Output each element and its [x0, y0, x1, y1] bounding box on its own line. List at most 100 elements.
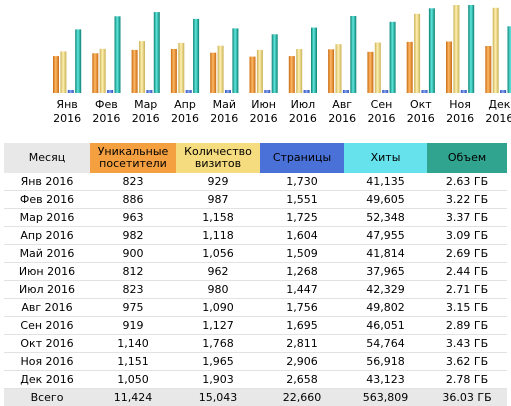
bar-unique	[328, 49, 334, 93]
cell-month: Май 2016	[4, 245, 90, 263]
bar-hits	[350, 16, 356, 93]
cell-month: Авг 2016	[4, 299, 90, 317]
cell-visits: 1,127	[176, 317, 260, 335]
x-tick-label: Авг	[332, 98, 352, 111]
bar-unique	[289, 56, 295, 93]
cell-unique: 1,140	[90, 335, 176, 353]
total-hits: 563,809	[344, 389, 427, 406]
cell-visits: 929	[176, 173, 260, 191]
x-tick-label: Апр	[174, 98, 196, 111]
x-tick-label: Июл	[291, 98, 316, 111]
x-tick-label: Янв	[56, 98, 77, 111]
x-tick-label: Мар	[134, 98, 157, 111]
cell-unique: 886	[90, 191, 176, 209]
cell-month: Янв 2016	[4, 173, 90, 191]
bar-visits	[100, 49, 106, 93]
cell-unique: 812	[90, 263, 176, 281]
cell-pages: 1,551	[260, 191, 344, 209]
cell-bandwidth: 3.22 ГБ	[427, 191, 507, 209]
x-tick-label: 2016	[132, 112, 160, 125]
bar-visits	[453, 5, 459, 93]
cell-hits: 49,802	[344, 299, 427, 317]
bar-hits	[154, 12, 160, 93]
cell-pages: 1,268	[260, 263, 344, 281]
x-tick-label: 2016	[407, 112, 435, 125]
table-header-row: Месяц Уникальные посетители Количество в…	[4, 143, 507, 173]
bar-visits	[178, 43, 184, 93]
cell-unique: 1,151	[90, 353, 176, 371]
bar-unique	[132, 50, 138, 93]
x-tick-label: Июн	[251, 98, 276, 111]
cell-month: Сен 2016	[4, 317, 90, 335]
monthly-bar-chart: Янв2016Фев2016Мар2016Апр2016Май2016Июн20…	[0, 0, 511, 128]
bar-hits	[390, 22, 396, 93]
bar-hits	[193, 19, 199, 93]
bar-hits	[468, 5, 474, 93]
x-tick-label: 2016	[446, 112, 474, 125]
cell-visits: 987	[176, 191, 260, 209]
bar-hits	[272, 34, 278, 93]
cell-pages: 1,695	[260, 317, 344, 335]
bar-hits	[75, 29, 81, 93]
cell-visits: 1,056	[176, 245, 260, 263]
cell-hits: 56,918	[344, 353, 427, 371]
cell-visits: 1,965	[176, 353, 260, 371]
cell-hits: 41,814	[344, 245, 427, 263]
cell-pages: 2,658	[260, 371, 344, 389]
cell-visits: 1,090	[176, 299, 260, 317]
cell-visits: 1,158	[176, 209, 260, 227]
total-unique: 11,424	[90, 389, 176, 406]
cell-hits: 42,329	[344, 281, 427, 299]
cell-pages: 1,447	[260, 281, 344, 299]
bar-unique	[446, 42, 452, 94]
bar-pages	[186, 90, 192, 93]
x-tick-label: 2016	[171, 112, 199, 125]
bar-pages	[304, 90, 310, 93]
cell-hits: 49,605	[344, 191, 427, 209]
bar-hits	[232, 28, 238, 93]
header-hits: Хиты	[344, 143, 427, 173]
total-pages: 22,660	[260, 389, 344, 406]
header-month: Месяц	[4, 143, 90, 173]
cell-unique: 823	[90, 281, 176, 299]
bar-pages	[225, 90, 231, 93]
x-tick-label: Сен	[371, 98, 393, 111]
cell-pages: 2,906	[260, 353, 344, 371]
cell-hits: 46,051	[344, 317, 427, 335]
x-tick-label: Ноя	[449, 98, 471, 111]
stats-table: Месяц Уникальные посетители Количество в…	[4, 143, 507, 406]
cell-visits: 1,768	[176, 335, 260, 353]
cell-month: Мар 2016	[4, 209, 90, 227]
x-tick-label: 2016	[485, 112, 511, 125]
header-visits: Количество визитов	[176, 143, 260, 173]
cell-month: Фев 2016	[4, 191, 90, 209]
cell-month: Июн 2016	[4, 263, 90, 281]
cell-unique: 963	[90, 209, 176, 227]
bar-visits	[493, 8, 499, 93]
cell-unique: 919	[90, 317, 176, 335]
bar-pages	[264, 90, 270, 93]
bar-unique	[92, 53, 98, 93]
bar-visits	[375, 43, 381, 94]
cell-unique: 823	[90, 173, 176, 191]
x-tick-label: 2016	[210, 112, 238, 125]
bar-unique	[485, 46, 491, 93]
cell-visits: 962	[176, 263, 260, 281]
bar-visits	[296, 49, 302, 93]
cell-unique: 975	[90, 299, 176, 317]
bar-visits	[218, 46, 224, 93]
cell-pages: 1,509	[260, 245, 344, 263]
x-tick-label: 2016	[53, 112, 81, 125]
bar-unique	[367, 52, 373, 93]
cell-unique: 982	[90, 227, 176, 245]
bar-pages	[422, 90, 428, 93]
x-tick-label: 2016	[328, 112, 356, 125]
cell-pages: 1,604	[260, 227, 344, 245]
